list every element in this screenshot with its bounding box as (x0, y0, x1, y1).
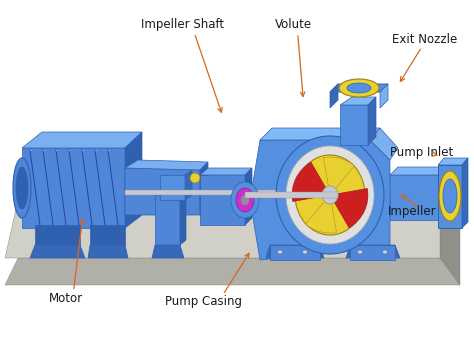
Ellipse shape (339, 79, 379, 97)
Polygon shape (160, 175, 185, 200)
Polygon shape (390, 167, 448, 175)
Polygon shape (390, 175, 440, 220)
Ellipse shape (277, 250, 283, 254)
Ellipse shape (16, 167, 28, 209)
Polygon shape (340, 105, 368, 145)
Polygon shape (22, 148, 125, 228)
Polygon shape (30, 245, 85, 258)
Polygon shape (125, 168, 200, 215)
Wedge shape (292, 162, 330, 202)
Wedge shape (323, 157, 355, 195)
Ellipse shape (236, 188, 254, 212)
Wedge shape (330, 188, 368, 228)
Ellipse shape (241, 195, 249, 205)
Polygon shape (35, 225, 80, 245)
Ellipse shape (357, 250, 363, 254)
Text: Exit Nozzle: Exit Nozzle (392, 33, 457, 46)
Polygon shape (330, 84, 338, 108)
Polygon shape (440, 167, 448, 220)
Ellipse shape (231, 182, 259, 218)
Polygon shape (438, 158, 468, 165)
Ellipse shape (276, 136, 384, 254)
Polygon shape (368, 97, 376, 145)
Polygon shape (266, 245, 324, 258)
Polygon shape (245, 168, 252, 225)
Polygon shape (185, 170, 192, 200)
Ellipse shape (322, 186, 338, 204)
Polygon shape (438, 165, 462, 228)
Ellipse shape (13, 158, 31, 218)
Ellipse shape (347, 83, 371, 93)
Polygon shape (200, 175, 245, 225)
Polygon shape (330, 84, 388, 92)
Polygon shape (90, 225, 125, 245)
Text: Volute: Volute (275, 18, 312, 32)
Wedge shape (306, 195, 337, 233)
Polygon shape (200, 168, 252, 175)
Polygon shape (346, 245, 400, 258)
Ellipse shape (302, 250, 308, 254)
Polygon shape (462, 158, 468, 228)
Polygon shape (260, 128, 380, 140)
Polygon shape (340, 97, 376, 105)
Polygon shape (270, 245, 320, 260)
Ellipse shape (295, 155, 365, 235)
Polygon shape (155, 195, 180, 245)
Text: Impeller Shaft: Impeller Shaft (141, 18, 224, 32)
Ellipse shape (383, 250, 388, 254)
Polygon shape (180, 190, 186, 245)
Text: Impeller: Impeller (388, 205, 437, 218)
Ellipse shape (439, 171, 461, 221)
Polygon shape (250, 140, 390, 260)
Polygon shape (5, 200, 460, 258)
Ellipse shape (443, 179, 457, 213)
Ellipse shape (286, 146, 374, 244)
Polygon shape (88, 245, 128, 258)
Text: Pump Inlet: Pump Inlet (390, 146, 454, 159)
Polygon shape (380, 84, 388, 108)
Polygon shape (440, 200, 460, 285)
Polygon shape (152, 245, 184, 258)
Polygon shape (200, 162, 208, 215)
Ellipse shape (190, 173, 200, 183)
Text: Pump Casing: Pump Casing (165, 295, 242, 308)
Polygon shape (245, 192, 338, 198)
Text: Motor: Motor (49, 292, 83, 305)
Polygon shape (125, 132, 142, 228)
Polygon shape (370, 128, 398, 160)
Polygon shape (350, 245, 395, 260)
Polygon shape (125, 190, 310, 195)
Polygon shape (22, 132, 142, 148)
Polygon shape (125, 160, 208, 170)
Polygon shape (5, 258, 460, 285)
